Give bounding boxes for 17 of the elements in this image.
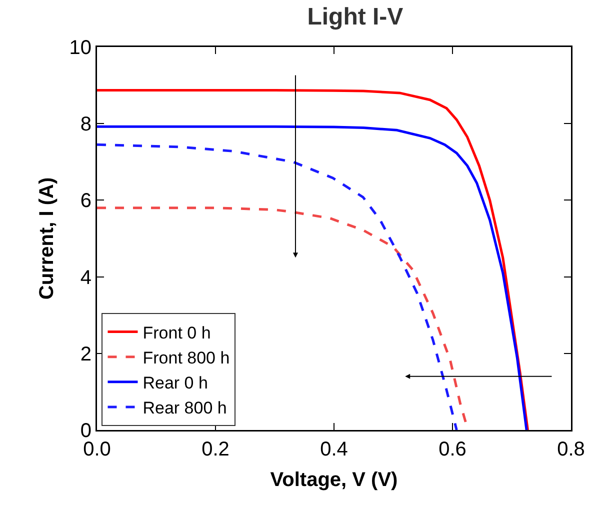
y-axis-title: Current, I (A) xyxy=(36,177,58,300)
y-tick-label: 10 xyxy=(69,37,92,59)
y-tick-label: 8 xyxy=(80,114,92,136)
legend-label: Front 0 h xyxy=(142,323,211,342)
legend-label: Rear 0 h xyxy=(142,374,208,393)
y-tick-label: 6 xyxy=(80,190,92,212)
legend-label: Front 800 h xyxy=(142,348,230,368)
x-tick-label: 0.2 xyxy=(202,438,230,460)
y-tick-label: 2 xyxy=(80,343,92,366)
x-axis-title: Voltage, V (V) xyxy=(270,468,398,491)
x-tick-label: 0.8 xyxy=(557,438,585,460)
legend-label: Rear 800 h xyxy=(142,398,227,418)
line-series xyxy=(97,143,458,430)
chart-title: Light I-V xyxy=(307,3,404,30)
x-tick-label: 0.4 xyxy=(320,438,348,460)
y-tick-label: 4 xyxy=(80,266,92,289)
x-tick-label: 0.6 xyxy=(438,438,466,460)
